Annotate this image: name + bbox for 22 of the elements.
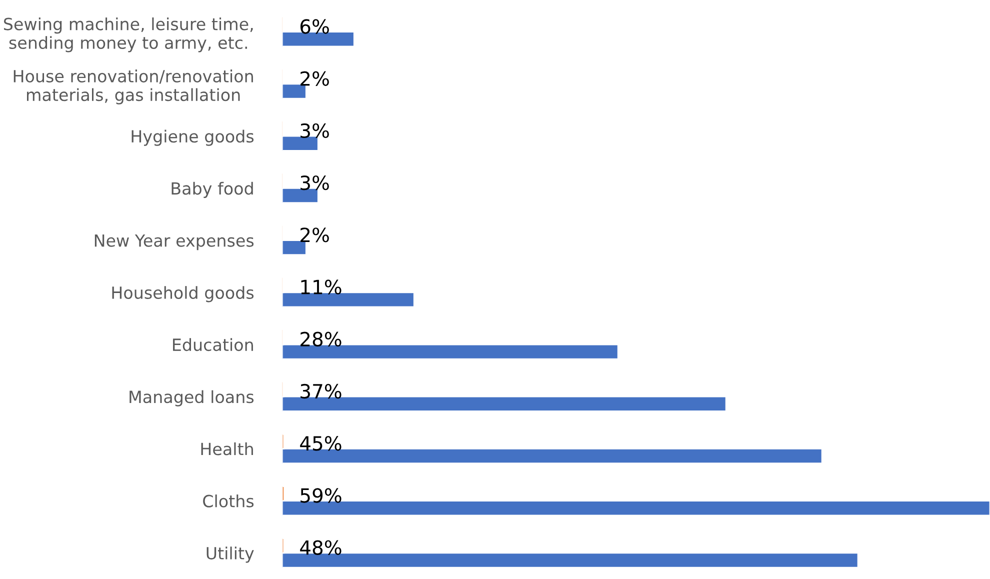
data-label: 6% [300, 19, 329, 34]
data-label: 3% [300, 175, 329, 190]
data-label: 59% [300, 488, 342, 503]
data-label: 2% [300, 228, 329, 242]
y-tick-label: Household goods [112, 286, 254, 302]
y-tick-label: Managed loans [130, 390, 254, 406]
data-label: 11% [301, 280, 342, 294]
y-tick-label: Baby food [172, 182, 253, 198]
data-label: 28% [300, 332, 342, 346]
y-tick-label: Hygiene goods [132, 130, 254, 146]
y-tick-label: Sewing machine, leisure time, sending money to army, etc. [4, 17, 253, 52]
y-tick-label: New Year expenses [94, 234, 254, 250]
data-label: 37% [300, 384, 342, 399]
data-label: 2% [300, 71, 329, 86]
y-tick-label: Cloths [203, 494, 254, 508]
y-tick-label: House renovation/renovation materials, gas installation [14, 70, 253, 104]
y-tick-label: Education [173, 338, 253, 352]
y-tick-label: Health [201, 442, 253, 456]
data-label: 3% [300, 123, 329, 138]
data-label: 48% [300, 540, 342, 555]
y-tick-label: Utility [206, 546, 254, 563]
data-label: 45% [300, 436, 342, 451]
